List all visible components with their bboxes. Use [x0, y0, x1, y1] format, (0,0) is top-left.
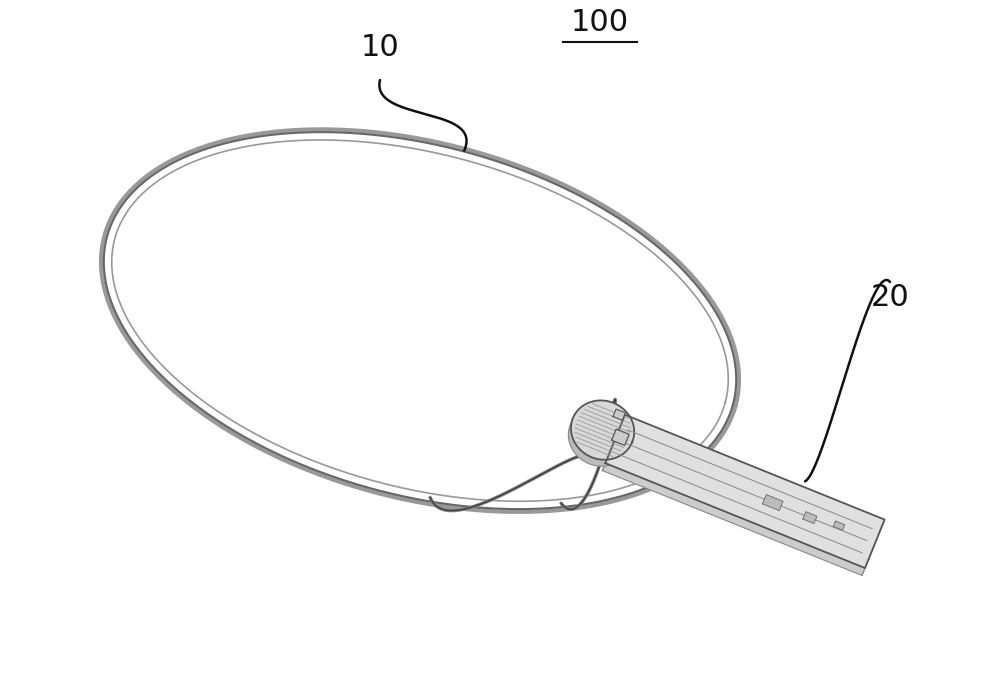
Polygon shape — [612, 429, 629, 445]
Polygon shape — [803, 512, 817, 523]
Polygon shape — [613, 409, 625, 420]
Polygon shape — [833, 521, 845, 530]
Text: 10: 10 — [361, 33, 399, 62]
Polygon shape — [104, 132, 736, 509]
Polygon shape — [763, 495, 783, 511]
Polygon shape — [568, 407, 632, 466]
Polygon shape — [571, 400, 634, 460]
Text: 100: 100 — [571, 8, 629, 37]
Polygon shape — [605, 415, 885, 568]
Polygon shape — [602, 422, 882, 576]
Text: 20: 20 — [871, 282, 909, 312]
